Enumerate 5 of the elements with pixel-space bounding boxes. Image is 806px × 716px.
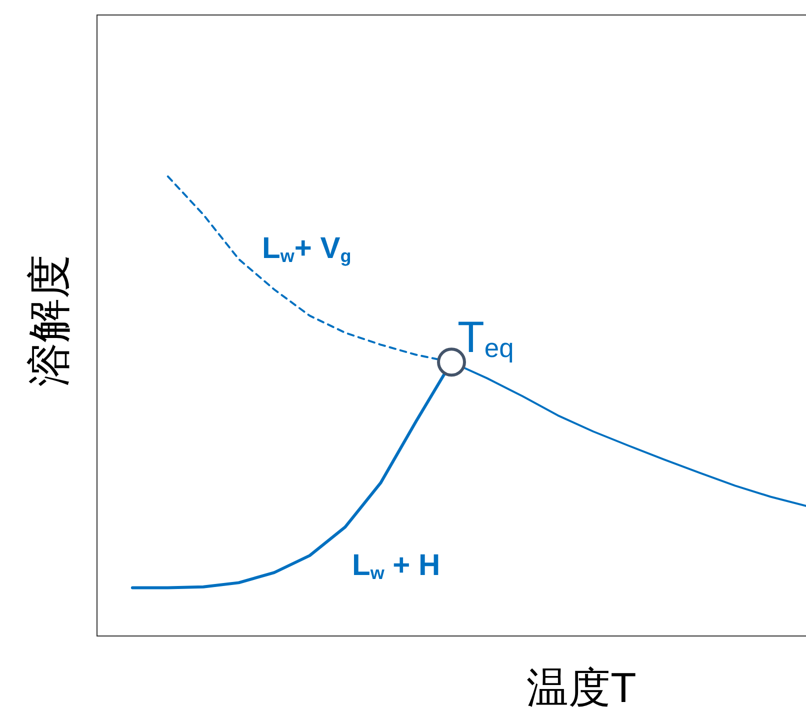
- x-axis-title: 温度T: [526, 664, 636, 711]
- annotation: L$_{w}$+ V$_{g}$: [262, 232, 352, 266]
- annotation: L$_{w}$ + H: [352, 549, 440, 583]
- y-axis-title: 溶解度: [24, 254, 75, 386]
- annotation: T$_{eq}$: [458, 313, 514, 364]
